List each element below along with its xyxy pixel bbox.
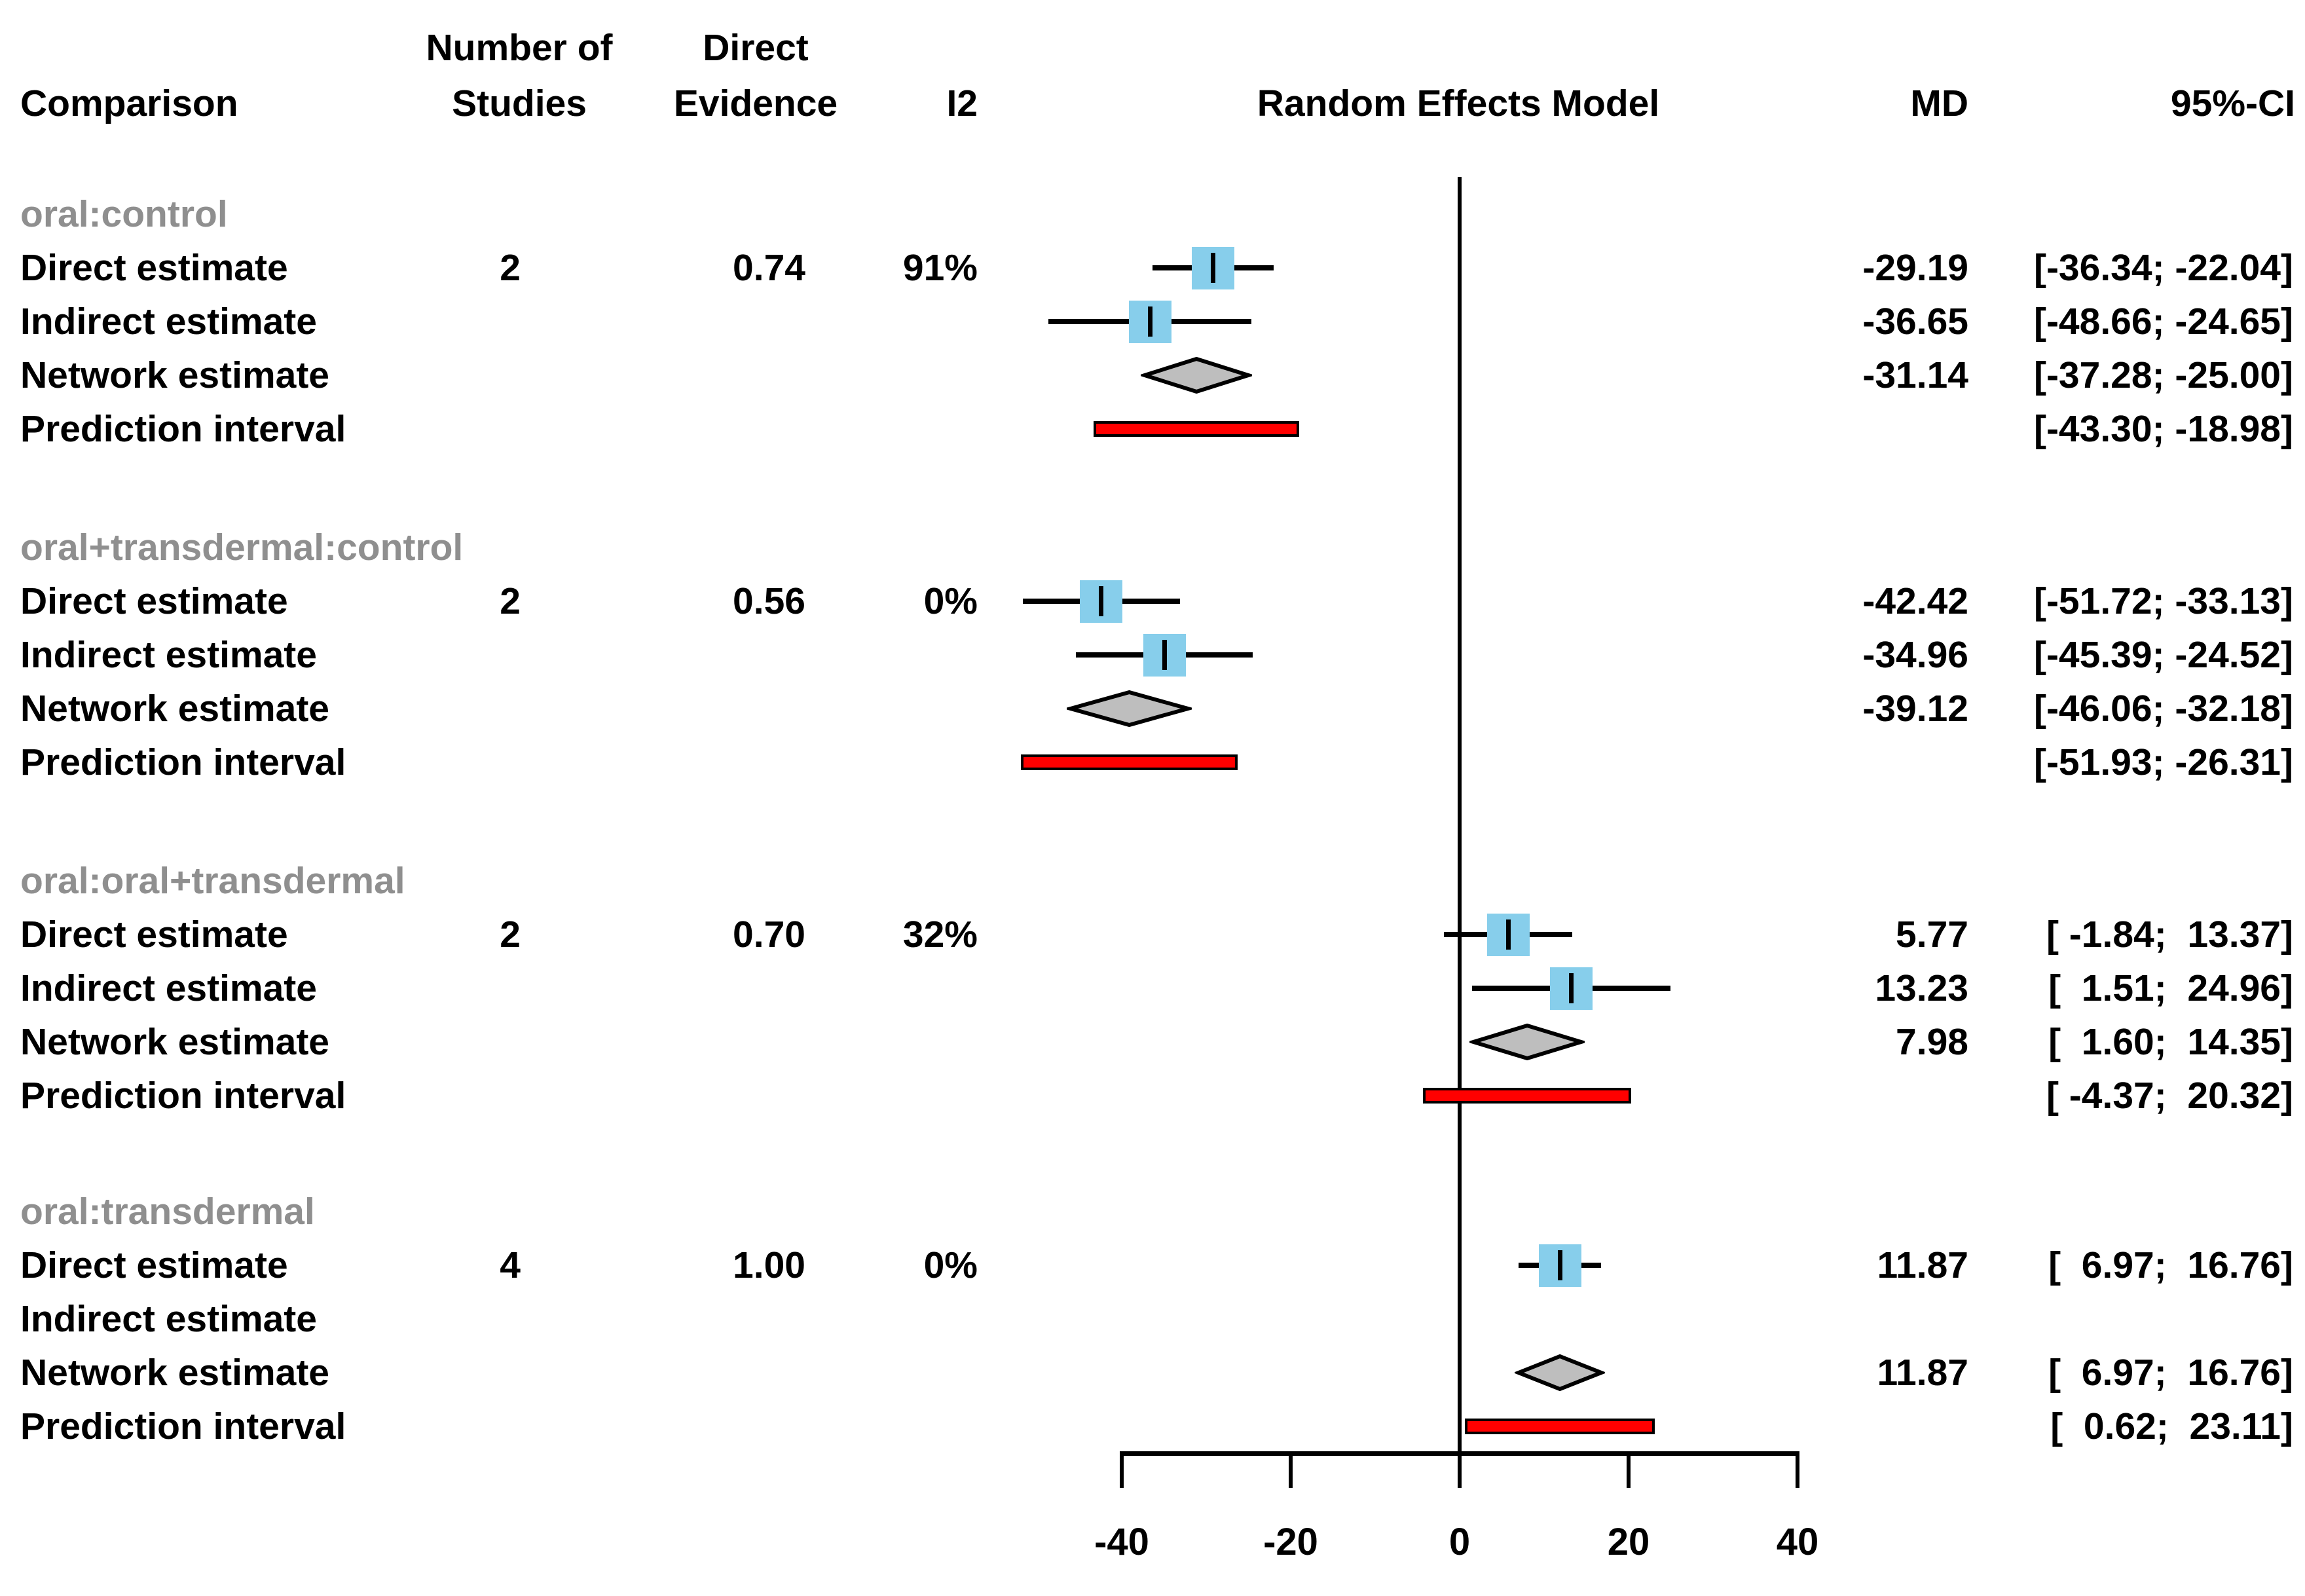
md-value: 13.23 bbox=[1875, 967, 1968, 1009]
axis-tick-label: 0 bbox=[1448, 1521, 1471, 1563]
md-value: -31.14 bbox=[1862, 354, 1968, 396]
row-label: Prediction interval bbox=[20, 408, 346, 450]
row-label: Network estimate bbox=[20, 688, 330, 730]
ci-value: [ 6.97; 16.76] bbox=[2048, 1244, 2293, 1286]
axis-line bbox=[1120, 1451, 1799, 1456]
ci-value: [-37.28; -25.00] bbox=[2033, 354, 2293, 396]
ci-value: [-48.66; -24.65] bbox=[2033, 301, 2293, 343]
col-header-studies-line2: Studies bbox=[452, 83, 587, 124]
axis-tick bbox=[1289, 1454, 1293, 1488]
row-label: Network estimate bbox=[20, 1352, 330, 1394]
md-value: 7.98 bbox=[1896, 1021, 1968, 1063]
col-header-evidence-line1: Direct bbox=[703, 27, 809, 69]
axis-tick-label: 20 bbox=[1607, 1521, 1650, 1563]
row-label: Direct estimate bbox=[20, 580, 288, 622]
col-header-studies-line1: Number of bbox=[426, 27, 613, 69]
ci-value: [ 6.97; 16.76] bbox=[2048, 1352, 2293, 1394]
md-value: 5.77 bbox=[1896, 914, 1968, 956]
row-label: Direct estimate bbox=[20, 914, 288, 956]
group-label: oral:control bbox=[20, 193, 228, 235]
axis-tick bbox=[1458, 1454, 1462, 1488]
square-center-tick bbox=[1557, 1250, 1562, 1280]
studies-value: 2 bbox=[500, 247, 521, 289]
ci-value: [-46.06; -32.18] bbox=[2033, 688, 2293, 730]
ci-value: [ 0.62; 23.11] bbox=[2050, 1405, 2293, 1447]
evidence-value: 0.74 bbox=[733, 247, 805, 289]
row-label: Indirect estimate bbox=[20, 634, 317, 676]
col-header-md: MD bbox=[1910, 83, 1968, 124]
row-label: Network estimate bbox=[20, 354, 330, 396]
zero-line bbox=[1458, 177, 1462, 1454]
square-center-tick bbox=[1147, 306, 1152, 337]
square-center-tick bbox=[1099, 586, 1104, 616]
evidence-value: 0.70 bbox=[733, 914, 805, 956]
row-label: Network estimate bbox=[20, 1021, 330, 1063]
axis-tick-label: -20 bbox=[1263, 1521, 1318, 1563]
network-diamond bbox=[1138, 356, 1255, 394]
col-header-ci: 95%-CI bbox=[2170, 83, 2295, 124]
ci-value: [ 1.51; 24.96] bbox=[2048, 967, 2293, 1009]
prediction-bar bbox=[1422, 1088, 1632, 1104]
evidence-value: 0.56 bbox=[733, 580, 805, 622]
axis-tick bbox=[1796, 1454, 1799, 1488]
ci-value: [ -4.37; 20.32] bbox=[2046, 1075, 2293, 1117]
ci-value: [-43.30; -18.98] bbox=[2033, 408, 2293, 450]
col-header-evidence-line2: Evidence bbox=[673, 83, 838, 124]
i2-value: 91% bbox=[902, 247, 978, 289]
md-value: -42.42 bbox=[1862, 580, 1968, 622]
row-label: Indirect estimate bbox=[20, 1298, 317, 1340]
network-diamond bbox=[1466, 1023, 1588, 1061]
ci-value: [ 1.60; 14.35] bbox=[2048, 1021, 2293, 1063]
studies-value: 2 bbox=[500, 914, 521, 956]
row-label: Direct estimate bbox=[20, 1244, 288, 1286]
axis-tick-label: -40 bbox=[1094, 1521, 1149, 1563]
network-diamond bbox=[1513, 1354, 1607, 1392]
prediction-bar bbox=[1094, 421, 1300, 437]
ci-value: [ -1.84; 13.37] bbox=[2046, 914, 2293, 956]
col-header-i2: I2 bbox=[946, 83, 978, 124]
md-value: -36.65 bbox=[1862, 301, 1968, 343]
axis-tick bbox=[1627, 1454, 1631, 1488]
studies-value: 4 bbox=[500, 1244, 521, 1286]
studies-value: 2 bbox=[500, 580, 521, 622]
group-label: oral:transdermal bbox=[20, 1191, 315, 1233]
axis-tick bbox=[1120, 1454, 1124, 1488]
md-value: -34.96 bbox=[1862, 634, 1968, 676]
row-label: Direct estimate bbox=[20, 247, 288, 289]
ci-value: [-36.34; -22.04] bbox=[2033, 247, 2293, 289]
i2-value: 0% bbox=[923, 580, 978, 622]
group-label: oral:oral+transdermal bbox=[20, 860, 405, 902]
row-label: Prediction interval bbox=[20, 1405, 346, 1447]
row-label: Indirect estimate bbox=[20, 967, 317, 1009]
md-value: 11.87 bbox=[1877, 1244, 1969, 1286]
network-diamond bbox=[1063, 690, 1196, 728]
row-label: Indirect estimate bbox=[20, 301, 317, 343]
col-header-plot-title: Random Effects Model bbox=[1257, 83, 1660, 124]
evidence-value: 1.00 bbox=[733, 1244, 805, 1286]
row-label: Prediction interval bbox=[20, 1075, 346, 1117]
prediction-bar bbox=[1464, 1419, 1655, 1434]
axis-tick-label: 40 bbox=[1776, 1521, 1819, 1563]
row-label: Prediction interval bbox=[20, 741, 346, 783]
i2-value: 0% bbox=[923, 1244, 978, 1286]
md-value: -29.19 bbox=[1862, 247, 1968, 289]
group-label: oral+transdermal:control bbox=[20, 527, 464, 568]
prediction-bar bbox=[1021, 754, 1238, 770]
square-center-tick bbox=[1210, 253, 1215, 283]
ci-value: [-51.93; -26.31] bbox=[2033, 741, 2293, 783]
square-center-tick bbox=[1569, 973, 1574, 1003]
md-value: -39.12 bbox=[1862, 688, 1968, 730]
md-value: 11.87 bbox=[1877, 1352, 1969, 1394]
col-header-comparison: Comparison bbox=[20, 83, 238, 124]
square-center-tick bbox=[1162, 640, 1167, 670]
ci-value: [-45.39; -24.52] bbox=[2033, 634, 2293, 676]
ci-value: [-51.72; -33.13] bbox=[2033, 580, 2293, 622]
square-center-tick bbox=[1505, 919, 1511, 950]
i2-value: 32% bbox=[902, 914, 978, 956]
